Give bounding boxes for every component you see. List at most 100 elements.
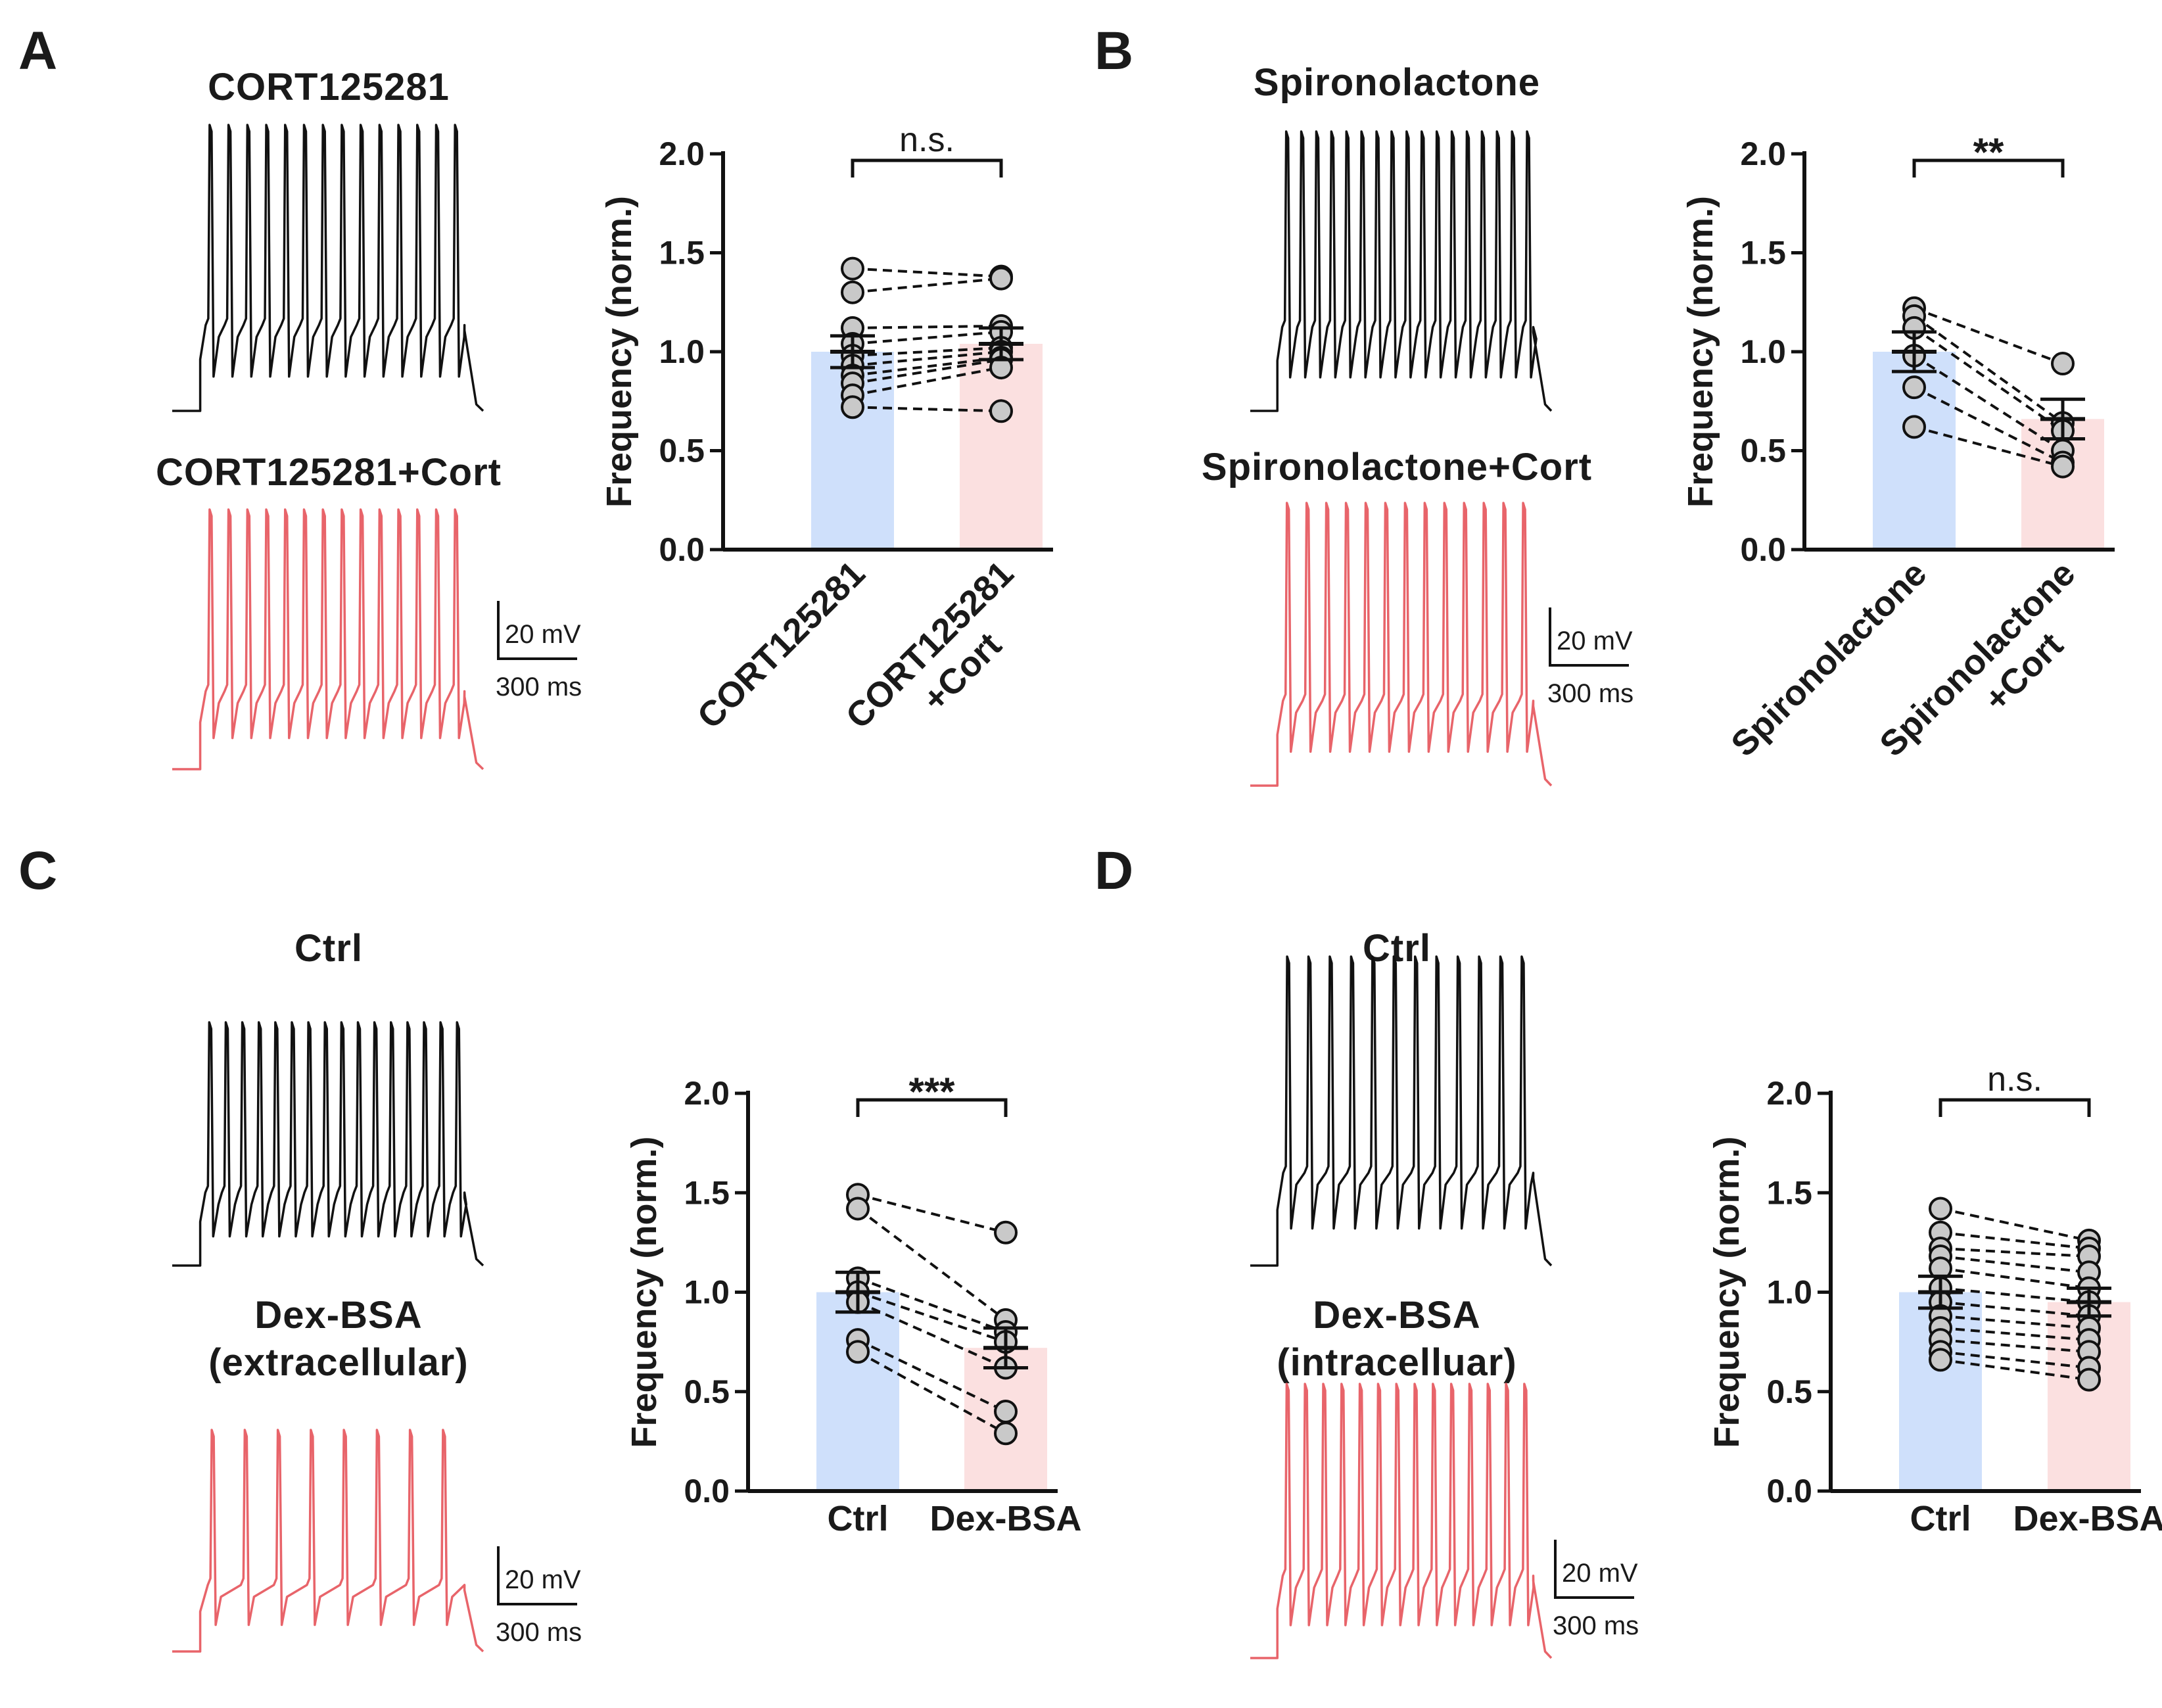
paired-line <box>1940 1326 2090 1342</box>
data-point <box>2077 1367 2101 1392</box>
data-point <box>989 266 1013 291</box>
paired-line <box>857 1350 1006 1435</box>
paired-line <box>857 1291 1006 1344</box>
x-category-label: Ctrl <box>1910 1499 1971 1538</box>
paired-line <box>852 366 1002 397</box>
control-trace <box>172 1021 484 1267</box>
data-point <box>841 280 864 304</box>
y-tick-label: 0.5 <box>1740 433 1786 469</box>
paired-line <box>852 324 1002 329</box>
scale-bar-time: 300 ms <box>496 1618 582 1647</box>
paired-line <box>1940 1255 2090 1274</box>
y-axis-label: Frequency (norm.) <box>1707 1136 1747 1448</box>
scale-bar <box>497 1546 577 1605</box>
data-point <box>994 1400 1018 1423</box>
paired-line <box>1940 1246 2090 1258</box>
significance-bracket <box>1912 158 2065 178</box>
significance-label: n.s. <box>1987 1060 2042 1099</box>
significance-bracket <box>1939 1098 2091 1117</box>
trace-title-subtitle: (extracellular) <box>208 1341 468 1384</box>
x-category-label: Ctrl <box>828 1499 889 1538</box>
data-point <box>1902 415 1926 439</box>
panel-label: B <box>1094 21 1133 81</box>
trace-title-subtitle: (intracelluar) <box>1277 1341 1516 1384</box>
data-point <box>2051 352 2075 376</box>
paired-line <box>1940 1300 2090 1317</box>
trace-title-control: Ctrl <box>294 927 363 970</box>
y-tick-label: 1.5 <box>1740 235 1786 272</box>
control-trace <box>1250 130 1553 412</box>
bar-control <box>816 1292 899 1491</box>
significance-label: ** <box>1973 130 2004 174</box>
panel-label: D <box>1094 841 1133 901</box>
y-tick-label: 0.0 <box>659 531 705 568</box>
data-point <box>1929 1348 1952 1372</box>
y-tick-label: 1.0 <box>659 333 705 370</box>
treatment-trace <box>172 508 484 771</box>
bar-chart: 0.0 0.5 1.0 1.5 2.0 Frequency (norm.) n.s. CORT… <box>599 121 1053 766</box>
data-point <box>994 1421 1018 1446</box>
y-axis-label: Frequency (norm.) <box>1681 196 1720 508</box>
paired-line <box>1914 386 2063 464</box>
y-tick-label: 1.5 <box>1766 1174 1812 1211</box>
panel-b: B Spironolactone Spironolactone+Cort 20 mV 3… <box>1094 21 2115 787</box>
paired-line <box>1940 1267 2090 1290</box>
bar-chart: 0.0 0.5 1.0 1.5 2.0 Frequency (norm.) *** Ctrl D… <box>624 1070 1082 1538</box>
y-tick-label: 0.0 <box>684 1473 730 1509</box>
data-point <box>846 1340 870 1364</box>
paired-line <box>852 350 1002 368</box>
scale-bar-voltage: 20 mV <box>505 1565 581 1594</box>
control-trace <box>172 124 484 412</box>
trace-title-control: Spironolactone <box>1254 61 1540 104</box>
significance-label: *** <box>908 1070 955 1114</box>
trace-title-treatment: Dex-BSA <box>254 1294 422 1337</box>
paired-line <box>1913 315 2064 424</box>
data-point <box>1902 375 1926 400</box>
x-category-label: Dex-BSA <box>2013 1499 2162 1538</box>
y-axis-label: Frequency (norm.) <box>624 1136 664 1448</box>
paired-line <box>857 1207 1007 1321</box>
scale-bar-voltage: 20 mV <box>1557 627 1633 655</box>
trace-title-treatment: CORT125281+Cort <box>156 451 502 494</box>
paired-line <box>1940 1287 2090 1304</box>
y-tick-label: 1.0 <box>1766 1274 1812 1311</box>
scale-bar-time: 300 ms <box>1547 679 1633 708</box>
control-trace <box>1250 955 1553 1267</box>
data-point <box>2051 454 2075 479</box>
panel-label: A <box>18 21 57 81</box>
y-axis-label: Frequency (norm.) <box>599 196 639 508</box>
y-tick-label: 2.0 <box>1740 135 1786 172</box>
treatment-trace <box>1250 502 1553 787</box>
paired-line <box>1940 1207 2090 1242</box>
y-tick-label: 2.0 <box>684 1075 730 1112</box>
paired-line <box>852 406 1002 413</box>
scale-bar-voltage: 20 mV <box>1562 1559 1638 1588</box>
scale-bar-time: 300 ms <box>1553 1611 1639 1640</box>
paired-line <box>852 346 1002 358</box>
x-category-label: CORT125281+Cort <box>838 554 1050 766</box>
treatment-trace <box>172 1429 484 1653</box>
y-tick-label: 0.0 <box>1766 1473 1812 1509</box>
panel-a: A CORT125281 CORT125281+Cort 20 mV 300 ms 0.0… <box>18 21 1053 771</box>
data-point <box>994 1220 1018 1245</box>
y-tick-label: 1.5 <box>684 1174 730 1211</box>
trace-title-control: CORT125281 <box>208 66 450 108</box>
scale-bar <box>1554 1540 1634 1599</box>
scale-bar-voltage: 20 mV <box>505 620 581 649</box>
data-point <box>989 399 1013 423</box>
significance-bracket <box>856 1098 1008 1117</box>
paired-line <box>852 330 1002 345</box>
paired-line <box>1914 425 2063 468</box>
paired-line <box>857 1339 1006 1413</box>
paired-line <box>1940 1350 2090 1369</box>
treatment-trace <box>1250 1383 1553 1659</box>
y-tick-label: 0.0 <box>1740 531 1786 568</box>
significance-bracket <box>851 158 1003 178</box>
scale-bar <box>497 601 577 660</box>
y-tick-label: 1.0 <box>684 1274 730 1311</box>
paired-line <box>857 1277 1006 1333</box>
trace-title-treatment: Spironolactone+Cort <box>1202 446 1592 488</box>
